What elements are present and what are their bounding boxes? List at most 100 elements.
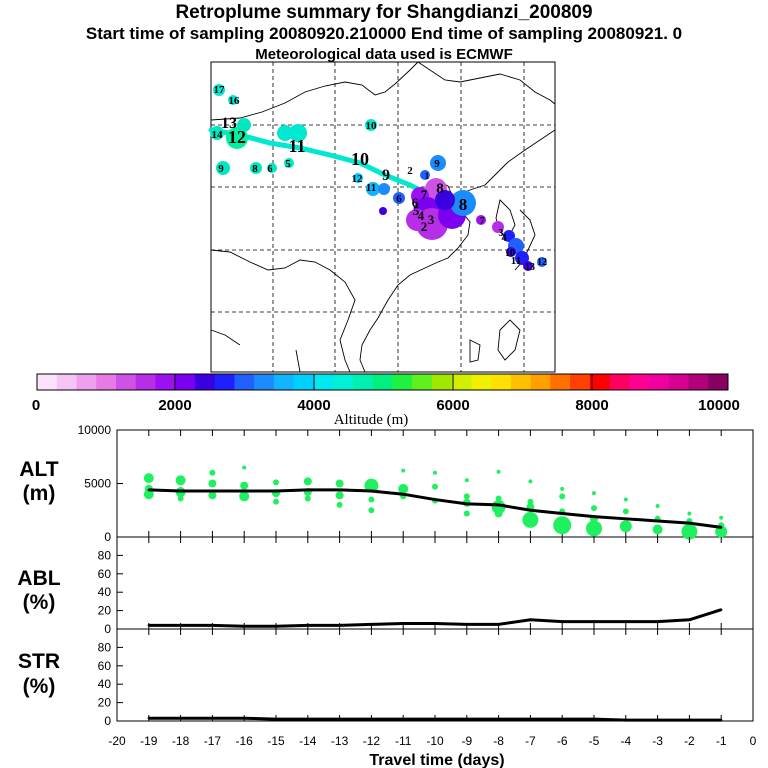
trajectory-label: 7 [421,187,428,202]
colorbar-swatch [550,374,571,390]
trajectory-label: 5 [413,203,420,218]
y-tick-label: 60 [98,659,112,673]
str-panel-frame [116,628,754,722]
trajectory-cluster-dot [379,207,387,215]
trajectory-cluster-dot [503,230,515,242]
abl-data-point [656,620,659,623]
x-tick-label: -11 [395,734,412,748]
str-data-point [624,718,627,722]
colorbar-label: Altitude (m) [334,412,409,428]
altitude-cluster-dot [273,479,279,486]
alt-panel-unit: (m) [23,482,56,505]
trajectory-label: 10 [505,248,515,259]
altitude-cluster-dot [623,497,628,502]
colorbar-swatch [37,374,58,390]
alt-data-point [624,517,627,521]
trajectory-label: 2 [421,219,428,234]
x-tick-label: -17 [204,734,222,748]
abl-data-point [624,620,627,623]
colorbar-swatch [451,374,472,390]
abl-data-point [592,620,596,623]
trajectory-label: 6 [268,164,273,175]
map-frame [210,61,556,373]
altitude-cluster-dot [143,473,154,484]
colorbar-swatch [431,374,453,390]
trajectory-label: 7 [480,216,485,227]
x-tick-label: 0 [750,734,757,748]
colorbar-swatch [352,374,374,390]
colorbar-swatch [293,374,314,390]
y-tick-label: 80 [98,548,112,562]
x-tick-label: -16 [236,734,254,748]
altitude-cluster-dot [303,477,312,486]
str-data-point [179,717,182,720]
trajectory-cluster-dot [366,182,380,196]
trajectory-label: 13 [525,262,535,273]
trajectory-label: 9 [382,167,390,184]
trajectory-cluster-dot [228,95,238,105]
altitude-cluster-dot [398,483,409,494]
altitude-cluster-dot [496,469,501,474]
trajectory-label: 6 [396,193,402,205]
altitude-cluster-dot [401,468,406,473]
trajectory-cluster-dot [435,190,455,210]
trajectory-cluster-dot [515,251,529,265]
x-axis: -20 -19 -18 -17 -16 -15 -14 -13 -12 -11 -10 -9 -8 -7-… [108,734,756,748]
colorbar-swatch [530,374,551,390]
str-data-point [211,717,214,720]
altitude-cluster-dot [655,503,660,508]
colorbar-frame [36,373,729,391]
abl-panel-frame [116,536,754,630]
str-data-point [465,717,468,721]
alt-data-point [338,488,341,492]
altitude-cluster-dot [622,508,629,515]
alt-data-point [433,498,437,501]
colorbar-swatch [412,374,433,390]
altitude-cluster-dot [433,470,437,475]
trajectory-label: 12 [537,257,547,268]
trajectory-cluster-dot [237,118,251,132]
altitude-cluster-dot [304,495,311,502]
trajectory-label: 12 [352,173,364,185]
str-data-point [338,717,341,721]
y-tick-label: 20 [98,696,112,710]
altitude-cluster-dot [553,516,572,535]
alt-data-point [370,489,373,493]
abl-data-point [306,624,309,627]
alt-data-point [211,489,214,493]
abl-data-point [338,624,341,627]
altitude-cluster-dot [527,498,534,505]
abl-data-point [274,625,278,628]
x-tick-label: -13 [331,734,349,748]
trajectory-label: 10 [351,149,369,169]
altitude-cluster-dot [175,475,186,486]
alt-data-point [179,489,182,493]
trajectory-cluster-dot [537,257,547,267]
trajectory-cluster-dot [365,119,377,131]
colorbar-swatch [115,374,137,390]
colorbar-swatch [155,374,176,390]
altitude-colorbar [36,373,729,391]
y-tick-label: 40 [98,585,112,599]
trajectory-label: 8 [436,181,444,197]
met-data-line: Meteorological data used is ECMWF [255,46,513,63]
trajectory-cluster-dot [277,125,293,141]
abl-data-point [179,624,182,627]
trajectory-label: 4 [502,233,507,244]
trajectory-label: 11 [511,255,521,267]
colorbar-swatch [56,374,77,390]
altitude-cluster-dot [239,491,250,502]
str-data-point [433,717,437,721]
colorbar-swatch [609,374,630,390]
str-data-point [656,718,659,722]
altitude-cluster-dot [528,479,533,484]
trajectory-label: 10 [366,120,378,132]
trajectory-cluster-dot [210,126,224,140]
trajectory-label: 6 [412,195,419,210]
x-axis-label: Travel time (days) [369,752,504,768]
y-tick-label: 80 [98,640,112,654]
trajectory-cluster-dot [267,163,277,173]
altitude-cluster-dot [687,511,692,516]
trajectory-label: 13 [221,115,237,132]
abl-data-point [433,622,437,625]
